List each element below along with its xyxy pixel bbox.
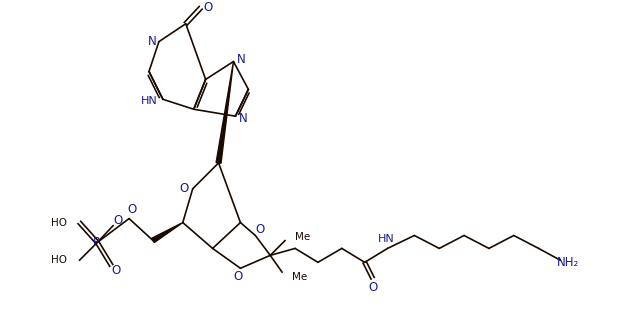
Text: O: O [368, 281, 378, 294]
Text: O: O [203, 1, 212, 14]
Text: HN: HN [140, 96, 157, 106]
Polygon shape [152, 222, 183, 243]
Text: NH₂: NH₂ [557, 256, 580, 269]
Text: O: O [234, 270, 243, 283]
Text: Me: Me [295, 233, 310, 242]
Text: O: O [114, 214, 123, 227]
Text: P: P [93, 236, 100, 249]
Text: N: N [239, 112, 248, 125]
Text: N: N [237, 53, 246, 66]
Text: HO: HO [51, 255, 67, 265]
Text: O: O [179, 182, 188, 195]
Text: O: O [256, 223, 265, 236]
Text: O: O [112, 264, 121, 277]
Text: N: N [148, 35, 157, 48]
Text: Me: Me [292, 272, 308, 282]
Text: HN: HN [378, 234, 395, 245]
Text: O: O [127, 203, 137, 216]
Text: HO: HO [51, 217, 67, 228]
Polygon shape [216, 62, 233, 163]
